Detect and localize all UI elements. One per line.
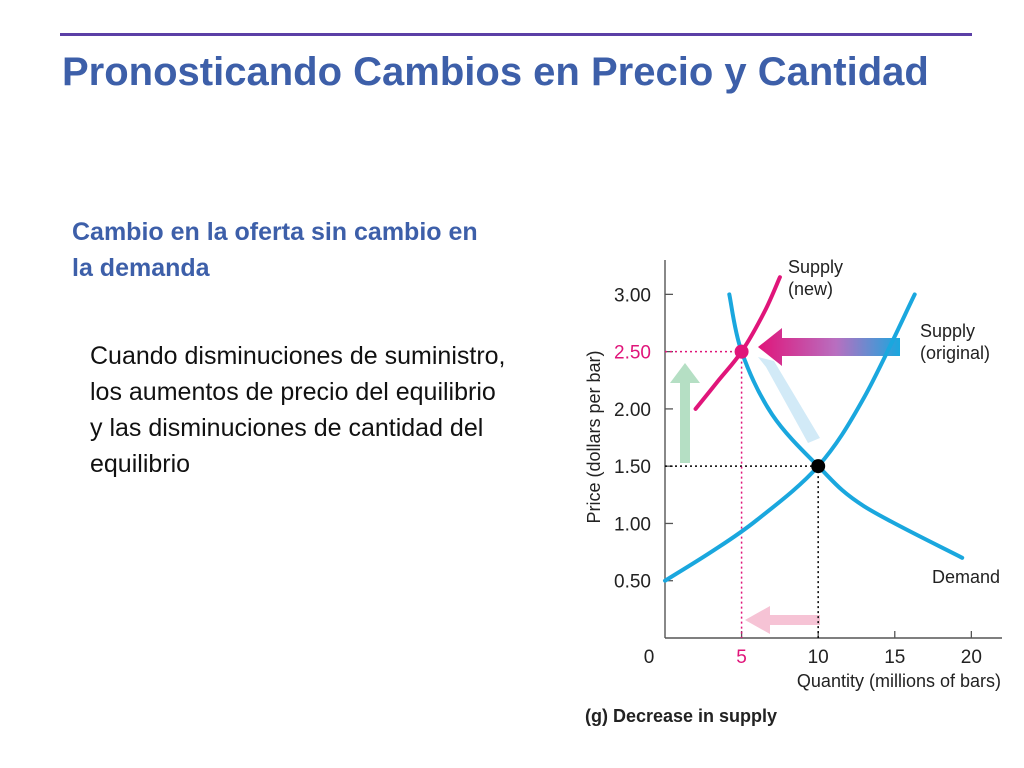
y-tick-label: 3.00 [614, 285, 651, 306]
y-tick-label: 2.00 [614, 400, 651, 421]
price-increase-arrow-icon [670, 363, 700, 463]
supply-demand-chart: 0.50 1.00 1.50 2.00 2.50 3.00 0 5 10 15 20 Demand S… [584, 257, 1002, 726]
x-axis-title: Quantity (millions of bars) [797, 671, 1001, 691]
y-tick-label: 2.50 [614, 343, 651, 364]
x-tick-label: 0 [644, 647, 655, 668]
x-tick-label: 5 [736, 647, 747, 668]
supply-new-label: Supply [788, 257, 843, 277]
supply-shift-arrow-icon [758, 328, 900, 366]
original-equilibrium-point [811, 459, 826, 474]
supply-original-label: (original) [920, 343, 990, 363]
x-tick-label: 15 [884, 647, 905, 668]
new-equilibrium-point [734, 344, 749, 359]
x-tick-label: 20 [961, 647, 982, 668]
supply-new-label: (new) [788, 279, 833, 299]
chart-caption: (g) Decrease in supply [585, 706, 777, 726]
slide-subtitle: Cambio en la oferta sin cambio en la dem… [72, 218, 478, 282]
supply-original-label: Supply [920, 321, 975, 341]
supply-original-curve [663, 292, 917, 583]
title-rule [60, 33, 972, 36]
slide-title: Pronosticando Cambios en Precio y Cantid… [62, 50, 929, 94]
movement-along-demand-arrow-icon [758, 357, 820, 443]
y-tick-label: 1.50 [614, 457, 651, 478]
demand-label: Demand [932, 567, 1000, 587]
x-tick-label: 10 [808, 647, 829, 668]
y-tick-label: 0.50 [614, 572, 651, 593]
y-axis-title: Price (dollars per bar) [584, 350, 604, 523]
y-tick-label: 1.00 [614, 514, 651, 535]
quantity-decrease-arrow-icon [745, 606, 820, 634]
slide-body-text: Cuando disminuciones de suministro, los … [90, 342, 506, 478]
